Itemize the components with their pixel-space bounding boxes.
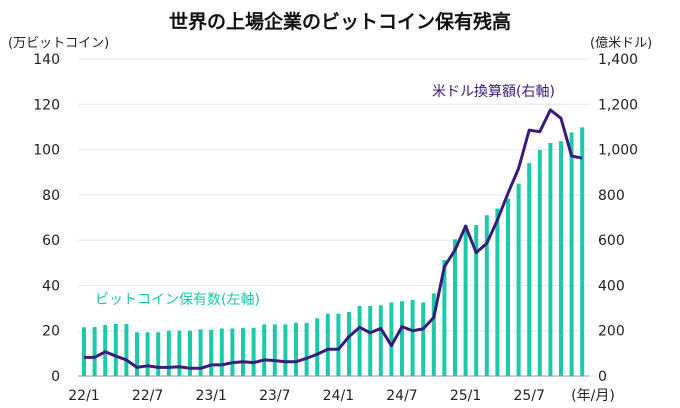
bar	[283, 324, 288, 376]
chart-title: 世界の上場企業のビットコイン保有残高	[168, 11, 511, 33]
bar	[135, 332, 139, 376]
x-tick-label: 23/7	[259, 388, 290, 404]
bar	[378, 305, 383, 376]
bar	[484, 215, 489, 376]
bar	[177, 330, 182, 376]
x-tick-label: 24/7	[386, 388, 417, 404]
bar	[230, 328, 235, 376]
left-tick-label: 0	[51, 369, 60, 385]
bar	[548, 143, 553, 376]
right-tick-label: 1,400	[598, 52, 638, 68]
x-axis-unit: (年/月)	[571, 388, 615, 404]
right-axis-unit: (億米ドル)	[590, 36, 653, 51]
bar	[410, 299, 415, 376]
bar	[421, 302, 426, 376]
bar	[124, 323, 129, 376]
bar	[219, 328, 224, 376]
bar	[495, 208, 500, 376]
left-tick-label: 100	[33, 143, 60, 159]
bar	[389, 302, 394, 376]
bar	[251, 327, 256, 376]
bar	[580, 127, 585, 376]
bar	[400, 301, 404, 376]
bar	[315, 318, 320, 376]
bar	[82, 327, 86, 376]
bar	[527, 163, 532, 376]
bar	[453, 239, 457, 376]
left-tick-label: 60	[42, 233, 60, 249]
x-tick-label: 22/1	[68, 388, 99, 404]
bar	[166, 330, 171, 376]
left-tick-label: 20	[42, 324, 60, 340]
x-tick-label: 25/1	[450, 388, 481, 404]
left-tick-label: 140	[33, 52, 60, 68]
x-tick-label: 25/7	[513, 388, 544, 404]
right-tick-label: 0	[598, 369, 607, 385]
bar	[537, 150, 542, 376]
bar	[198, 329, 203, 376]
bar	[368, 306, 373, 376]
bar-series-label: ビットコイン保有数(左軸)	[95, 292, 260, 308]
left-tick-label: 120	[33, 97, 60, 113]
bar	[463, 224, 468, 376]
bar	[145, 332, 150, 376]
left-tick-label: 80	[42, 188, 60, 204]
left-axis-unit: (万ビットコイン)	[8, 36, 110, 51]
bar	[474, 224, 479, 376]
bar	[357, 306, 362, 376]
right-tick-label: 1,200	[598, 97, 638, 113]
bar	[241, 327, 245, 376]
x-tick-label: 23/1	[195, 388, 226, 404]
bar	[209, 330, 214, 376]
right-tick-label: 600	[598, 233, 625, 249]
bar	[325, 313, 330, 376]
left-tick-label: 40	[42, 278, 60, 294]
right-tick-label: 800	[598, 188, 625, 204]
bar	[113, 323, 118, 376]
bar	[347, 311, 351, 376]
bar	[156, 332, 161, 376]
right-tick-label: 200	[598, 324, 625, 340]
line-series-label: 米ドル換算額(右軸)	[432, 84, 555, 100]
x-tick-label: 22/7	[132, 388, 163, 404]
bar	[294, 322, 298, 376]
bar	[272, 324, 277, 376]
bar	[188, 330, 192, 376]
right-tick-label: 1,000	[598, 143, 638, 159]
bar	[92, 327, 97, 376]
bar	[516, 183, 521, 376]
bar	[506, 198, 510, 376]
bar	[431, 293, 436, 376]
bar	[262, 324, 267, 376]
bar	[442, 260, 447, 376]
bar	[304, 322, 309, 376]
right-tick-label: 400	[598, 278, 625, 294]
usd-value-line	[84, 108, 583, 370]
bar	[559, 141, 563, 376]
bar	[336, 313, 341, 376]
bar	[569, 132, 574, 376]
x-tick-label: 24/1	[323, 388, 354, 404]
